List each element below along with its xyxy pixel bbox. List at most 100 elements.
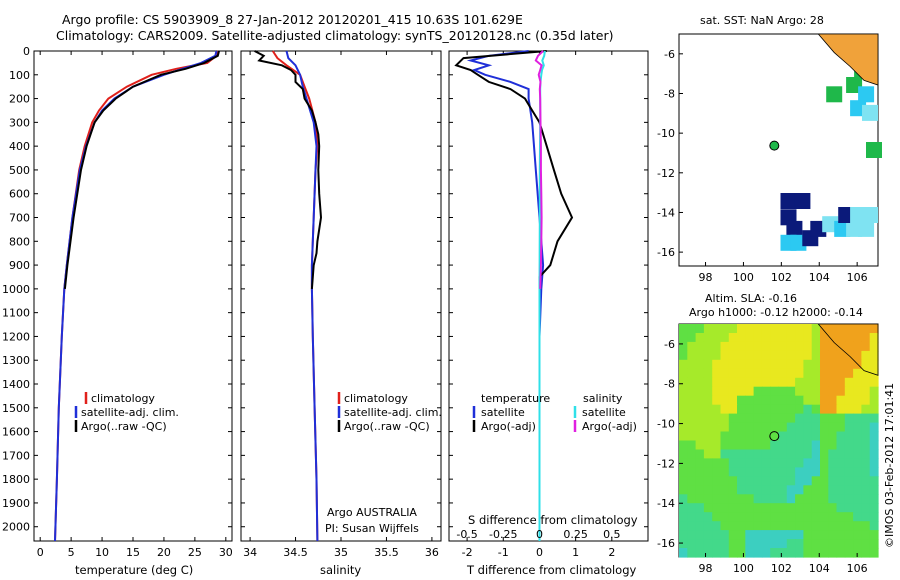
sla-cell bbox=[853, 404, 862, 415]
sla-cell bbox=[861, 449, 871, 460]
sla-cell bbox=[761, 422, 771, 433]
sla-cell bbox=[712, 440, 722, 451]
sla-cell bbox=[720, 512, 730, 522]
map-x-tick-label: 100 bbox=[733, 562, 754, 575]
sla-cell bbox=[861, 494, 871, 504]
map-x-tick-label: 98 bbox=[699, 271, 713, 284]
sla-cell bbox=[703, 431, 713, 442]
legend-salinity-heading: salinity bbox=[583, 392, 623, 405]
sla-cell bbox=[820, 494, 829, 504]
sla-cell bbox=[720, 350, 730, 361]
sla-cell bbox=[786, 404, 796, 415]
s-tick-label: 0.5 bbox=[603, 528, 621, 541]
sla-cell bbox=[795, 530, 804, 540]
sla-cell bbox=[869, 350, 879, 361]
sla-cell bbox=[820, 485, 829, 495]
sla-cell bbox=[753, 521, 763, 531]
sla-cell bbox=[753, 494, 763, 504]
sla-cell bbox=[720, 494, 730, 504]
map-y-tick-label: -10 bbox=[657, 127, 675, 140]
sla-cell bbox=[786, 350, 796, 361]
temperature-plot: 0 5 10 15 20 25 300100200300400500600700800900… bbox=[2, 45, 233, 559]
sla-cell bbox=[828, 476, 838, 486]
x-tick-label: -2 bbox=[462, 546, 473, 559]
sla-cell bbox=[811, 485, 821, 495]
sla-cell bbox=[778, 431, 788, 442]
sla-cell bbox=[728, 333, 738, 343]
sla-cell bbox=[844, 458, 854, 468]
sla-cell bbox=[853, 368, 862, 379]
sla-cell bbox=[786, 521, 796, 531]
sla-cell bbox=[753, 476, 763, 486]
sla-cell bbox=[869, 449, 879, 460]
sla-cell bbox=[811, 539, 821, 549]
sla-cell bbox=[828, 333, 838, 343]
salinity-xlabel: salinity bbox=[320, 563, 361, 577]
sla-cell bbox=[687, 539, 697, 549]
sla-cell bbox=[695, 521, 705, 531]
sla-cell bbox=[778, 449, 788, 460]
sla-cell bbox=[861, 458, 871, 468]
sla-cell bbox=[861, 422, 871, 433]
sla-cell bbox=[786, 431, 796, 442]
sla-cell bbox=[803, 440, 813, 451]
sla-cell bbox=[828, 521, 838, 531]
sla-cell bbox=[728, 431, 738, 442]
sla-cell bbox=[861, 413, 871, 424]
sla-cell bbox=[795, 341, 804, 352]
sla-cell bbox=[795, 449, 804, 460]
sla-cell bbox=[703, 494, 713, 504]
map-y-tick-label: -16 bbox=[657, 537, 675, 550]
sla-cell bbox=[728, 386, 738, 397]
sla-cell bbox=[737, 431, 746, 442]
sla-cell bbox=[720, 458, 730, 468]
sla-cell bbox=[687, 530, 697, 540]
sla-cell bbox=[844, 467, 854, 477]
sla-cell bbox=[712, 395, 722, 406]
sla-cell bbox=[778, 539, 788, 549]
sla-cell bbox=[795, 413, 804, 424]
y-tick-label: 300 bbox=[9, 116, 30, 129]
sla-cell bbox=[737, 539, 746, 549]
sla-cell bbox=[703, 458, 713, 468]
sla-cell bbox=[737, 458, 746, 468]
sla-cell bbox=[820, 359, 829, 370]
altimetry-title-2: Argo h1000: -0.12 h2000: -0.14 bbox=[689, 306, 863, 319]
sla-cell bbox=[861, 521, 871, 531]
sla-cell bbox=[753, 368, 763, 379]
sla-cell bbox=[720, 324, 730, 334]
sla-cell bbox=[712, 530, 722, 540]
sla-cell bbox=[861, 476, 871, 486]
sla-cell bbox=[861, 404, 871, 415]
sla-cell bbox=[720, 341, 730, 352]
sla-cell bbox=[795, 458, 804, 468]
sla-cell bbox=[820, 458, 829, 468]
sla-cell bbox=[737, 548, 746, 558]
map-x-tick-label: 104 bbox=[809, 271, 830, 284]
sla-cell bbox=[745, 333, 755, 343]
sla-cell bbox=[695, 413, 705, 424]
sla-cell bbox=[853, 440, 862, 451]
sla-cell bbox=[836, 476, 846, 486]
sla-cell bbox=[720, 548, 730, 558]
sla-cell bbox=[778, 548, 788, 558]
sla-cell bbox=[820, 503, 829, 513]
sla-cell bbox=[795, 422, 804, 433]
sla-cell bbox=[737, 395, 746, 406]
salinity-axes bbox=[240, 50, 442, 542]
sla-cell bbox=[728, 467, 738, 477]
sla-cell bbox=[778, 440, 788, 451]
sla-cell bbox=[761, 440, 771, 451]
sla-cell bbox=[728, 449, 738, 460]
sla-cell bbox=[720, 422, 730, 433]
sla-cell bbox=[853, 422, 862, 433]
sla-cell bbox=[679, 350, 688, 361]
sla-cell bbox=[836, 359, 846, 370]
sla-cell bbox=[695, 440, 705, 451]
sla-cell bbox=[712, 431, 722, 442]
sla-cell bbox=[786, 503, 796, 513]
sla-cell bbox=[778, 386, 788, 397]
map-x-tick-label: 98 bbox=[699, 562, 713, 575]
sla-cell bbox=[836, 386, 846, 397]
sla-cell bbox=[786, 548, 796, 558]
